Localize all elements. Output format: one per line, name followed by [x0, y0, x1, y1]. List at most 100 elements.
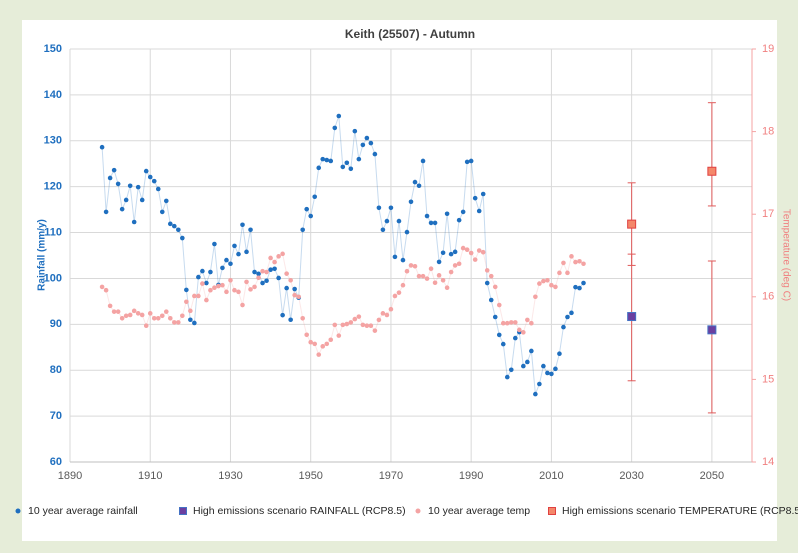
data-point: [577, 258, 582, 264]
data-point: [236, 251, 241, 257]
data-point: [308, 213, 314, 219]
data-point: [176, 227, 181, 233]
x-tick-label: 1890: [58, 470, 82, 482]
data-point: [304, 332, 309, 338]
data-point: [155, 186, 161, 192]
data-point: [368, 323, 374, 329]
data-point: [208, 269, 213, 275]
data-point: [111, 309, 117, 314]
y-tick-label: 80: [50, 364, 62, 376]
data-point: [268, 255, 273, 261]
data-point: [280, 312, 285, 318]
data-point: [404, 229, 410, 235]
data-point: [228, 261, 233, 267]
data-point: [260, 268, 265, 274]
data-point: [184, 299, 189, 305]
data-point: [380, 227, 386, 233]
data-point: [99, 144, 105, 150]
data-point: [396, 218, 402, 224]
data-point: [525, 359, 530, 365]
data-point: [356, 156, 362, 162]
data-point: [188, 317, 193, 323]
data-point: [236, 289, 241, 295]
data-point: [529, 320, 534, 326]
data-point: [252, 284, 257, 290]
data-point: [384, 218, 390, 224]
data-point: [440, 250, 446, 256]
data-point: [392, 293, 398, 299]
legend-swatch: [15, 508, 21, 514]
data-point: [248, 227, 253, 233]
data-point: [344, 160, 350, 166]
data-point: [312, 341, 318, 347]
data-point: [561, 260, 566, 266]
data-point: [151, 315, 157, 321]
data-point: [372, 328, 378, 333]
legend-label: High emissions scenario TEMPERATURE (RCP…: [562, 505, 798, 517]
data-point: [424, 213, 430, 219]
data-point: [135, 311, 141, 316]
data-point: [504, 320, 510, 326]
y2-tick-label: 18: [762, 126, 774, 138]
data-point: [332, 322, 338, 328]
data-point: [208, 287, 213, 293]
data-point: [167, 221, 173, 227]
data-point: [192, 320, 197, 326]
data-point: [324, 341, 330, 347]
data-point: [328, 337, 334, 343]
data-point: [312, 194, 318, 200]
data-point: [416, 183, 422, 189]
data-point: [139, 312, 145, 318]
x-tick-label: 2010: [539, 470, 563, 482]
data-point: [364, 323, 370, 329]
legend-label: 10 year average rainfall: [28, 505, 138, 517]
data-point: [348, 166, 354, 172]
data-point: [163, 198, 169, 204]
data-point: [196, 293, 201, 299]
data-point: [388, 205, 394, 211]
data-point: [541, 278, 546, 284]
data-point: [147, 174, 153, 180]
data-point: [500, 341, 506, 347]
data-point: [553, 284, 558, 290]
data-point: [272, 259, 277, 265]
data-point: [376, 317, 382, 323]
data-point: [460, 245, 466, 251]
data-point: [344, 321, 350, 327]
data-point: [380, 311, 386, 316]
data-point: [139, 197, 145, 203]
data-point: [204, 297, 209, 303]
data-point: [167, 315, 173, 321]
legend-swatch: [415, 508, 421, 514]
legend-label: 10 year average temp: [428, 505, 530, 517]
data-point: [416, 273, 422, 279]
data-point: [492, 314, 498, 320]
data-point: [284, 271, 289, 276]
data-point: [127, 312, 133, 318]
data-point: [496, 332, 502, 338]
data-point: [569, 310, 574, 316]
data-point: [232, 243, 237, 249]
legend-item: 10 year average temp: [415, 505, 530, 517]
data-point: [103, 287, 109, 293]
data-point: [348, 320, 354, 325]
data-point: [513, 320, 518, 325]
x-tick-label: 1910: [138, 470, 162, 482]
data-point: [581, 280, 586, 286]
data-point: [180, 235, 185, 241]
data-point: [316, 352, 322, 357]
data-point: [143, 323, 149, 329]
legend-swatch: [179, 507, 187, 515]
data-point: [436, 259, 442, 265]
x-tick-label: 2030: [619, 470, 643, 482]
data-point: [232, 287, 237, 293]
data-point: [288, 277, 293, 283]
data-point: [517, 327, 522, 333]
data-point: [364, 135, 370, 141]
data-point: [436, 273, 442, 278]
data-point: [248, 287, 253, 292]
data-point: [420, 273, 426, 279]
data-point: [159, 313, 165, 319]
data-point: [284, 285, 289, 291]
